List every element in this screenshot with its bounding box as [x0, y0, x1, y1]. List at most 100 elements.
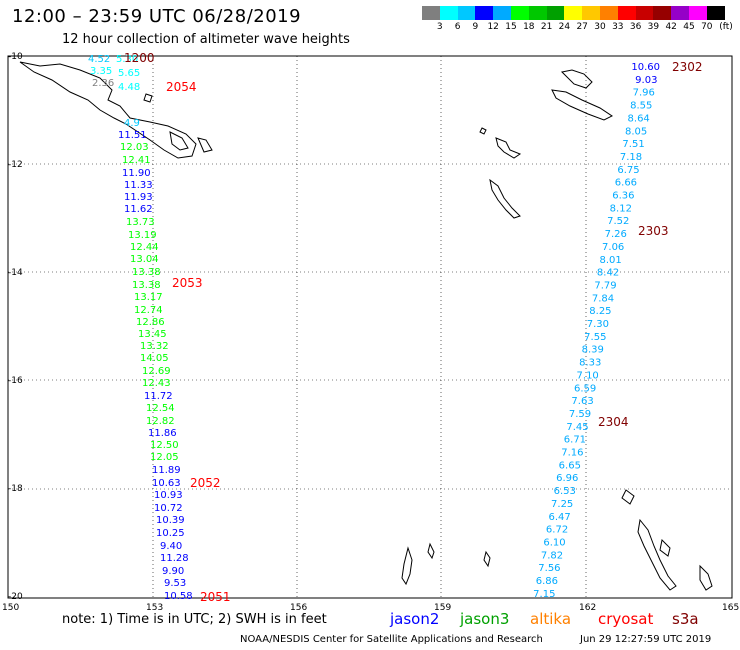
- time-label: 2304: [598, 415, 629, 429]
- scale-label: 39: [647, 22, 660, 32]
- wave-height-label: 12.44: [130, 242, 159, 253]
- satellite-jason2: jason2: [390, 610, 440, 628]
- wave-height-label: 8.42: [597, 268, 619, 279]
- wave-height-label: 11.72: [144, 391, 173, 402]
- wave-height-label: 9.53: [164, 578, 186, 589]
- scale-swatch: [493, 6, 512, 20]
- wave-height-label: 10.72: [154, 503, 183, 514]
- scale-label: 21: [540, 22, 553, 32]
- time-label: 1200: [124, 51, 155, 65]
- scale-swatch: [582, 6, 601, 20]
- wave-height-label: 11.51: [118, 130, 147, 141]
- wave-height-label: 7.55: [584, 332, 606, 343]
- wave-height-label: 7.56: [538, 563, 560, 574]
- wave-height-label: 6.72: [546, 525, 568, 536]
- wave-height-label: 11.28: [160, 553, 189, 564]
- wave-height-label: 8.25: [589, 306, 611, 317]
- scale-swatch: [439, 6, 459, 20]
- footer-timestamp: Jun 29 12:27:59 UTC 2019: [580, 634, 712, 645]
- wave-height-label: 9.40: [160, 541, 182, 552]
- wave-height-label: 5.65: [118, 68, 140, 79]
- wave-height-label: 8.01: [599, 255, 621, 266]
- footer-credit: NOAA/NESDIS Center for Satellite Applica…: [240, 634, 543, 645]
- scale-swatch: [653, 6, 672, 20]
- wave-height-label: 6.47: [548, 512, 570, 523]
- wave-height-label: 10.25: [156, 528, 185, 539]
- scale-unit: (ft): [719, 22, 733, 32]
- y-tick: -12: [8, 160, 23, 170]
- scale-label: 45: [683, 22, 695, 32]
- scale-swatch: [564, 6, 583, 20]
- wave-height-label: 7.10: [577, 370, 599, 381]
- scale-label: 70: [701, 22, 713, 32]
- time-label: 2051: [200, 590, 231, 604]
- wave-height-label: 6.71: [564, 435, 586, 446]
- wave-height-label: 3.35: [90, 66, 112, 77]
- wave-height-label: 12.54: [146, 403, 175, 414]
- satellite-cryosat: cryosat: [598, 610, 654, 628]
- wave-height-label: 8.12: [610, 203, 632, 214]
- time-label: 2054: [166, 80, 197, 94]
- x-tick: 165: [722, 603, 740, 613]
- wave-height-label: 10.93: [154, 490, 183, 501]
- satellite-s3a: s3a: [672, 610, 699, 628]
- wave-height-label: 8.33: [579, 358, 601, 369]
- scale-label: 30: [594, 22, 606, 32]
- wave-height-label: 7.45: [566, 422, 588, 433]
- wave-height-label: 12.05: [150, 452, 179, 463]
- map-subtitle: 12 hour collection of altimeter wave hei…: [62, 32, 350, 47]
- wave-height-label: 11.89: [152, 465, 181, 476]
- wave-height-label: 7.84: [592, 293, 614, 304]
- wave-height-label: 6.10: [543, 537, 565, 548]
- wave-height-label: 10.60: [631, 62, 660, 73]
- wave-height-label: 7.63: [571, 396, 593, 407]
- y-tick: -14: [8, 268, 23, 278]
- wave-height-label: 7.25: [551, 499, 573, 510]
- wave-height-label: 10.63: [152, 478, 181, 489]
- x-tick: 150: [2, 603, 20, 613]
- scale-swatch: [475, 6, 494, 20]
- wave-height-label: 13.19: [128, 230, 157, 241]
- scale-label: 3: [436, 22, 443, 32]
- wave-height-label: 6.53: [554, 486, 576, 497]
- satellite-jason3: jason3: [460, 610, 510, 628]
- map-frame: [7, 55, 733, 599]
- wave-height-label: 13.73: [126, 217, 155, 228]
- x-tick: 159: [434, 603, 452, 613]
- wave-height-label: 14.05: [140, 353, 169, 364]
- wave-height-label: 7.79: [594, 280, 616, 291]
- wave-height-label: 8.55: [630, 101, 652, 112]
- wave-height-label: 12.41: [122, 155, 151, 166]
- scale-swatch: [422, 6, 441, 20]
- wave-height-label: 11.33: [124, 180, 153, 191]
- y-tick: -16: [8, 376, 23, 386]
- time-label: 2302: [672, 60, 703, 74]
- scale-label: 24: [558, 22, 571, 32]
- grid: [8, 56, 732, 598]
- wave-height-label: 10.58: [164, 591, 193, 602]
- time-label: 2052: [190, 476, 221, 490]
- wave-height-label: 9.90: [162, 566, 184, 577]
- scale-swatch: [617, 6, 637, 20]
- scale-label: 36: [629, 22, 642, 32]
- scale-swatch: [600, 6, 619, 20]
- wave-height-label: 12.82: [146, 416, 175, 427]
- wave-height-label: 10.39: [156, 515, 185, 526]
- wave-height-label: 2.36: [92, 78, 114, 89]
- scale-swatch: [528, 6, 548, 20]
- wave-height-label: 12.50: [150, 440, 179, 451]
- wave-height-label: 7.59: [569, 409, 591, 420]
- wave-height-label: 13.38: [132, 267, 161, 278]
- wave-height-label: 9.03: [635, 75, 657, 86]
- wave-height-label: 11.86: [148, 428, 177, 439]
- wave-height-label: 8.05: [625, 126, 647, 137]
- scale-label: 6: [454, 22, 461, 32]
- time-label: 2053: [172, 276, 203, 290]
- scale-swatch: [546, 6, 565, 20]
- scale-swatch: [511, 6, 530, 20]
- satellite-altika: altika: [530, 610, 572, 628]
- wave-height-label: 7.30: [587, 319, 609, 330]
- wave-height-label: 12.69: [142, 366, 171, 377]
